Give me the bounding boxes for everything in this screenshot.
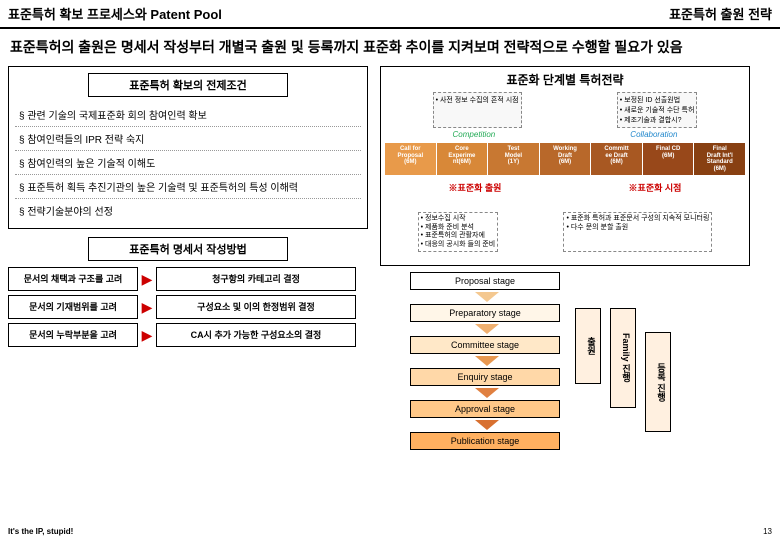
arrow-right-icon: ▶ <box>138 295 156 319</box>
precondition-item: § 전략기술분야의 선정 <box>15 199 361 222</box>
spec-left: 문서의 기재범위를 고려 <box>8 295 138 319</box>
stage-4: Approval stage <box>410 400 560 418</box>
stage-2: Committee stage <box>410 336 560 354</box>
strategy-top-left: • 사전 정보 수집의 흔적 시점 <box>433 92 522 128</box>
strategy-bot-right: • 표준화 특허과 표준문서 구성의 지속적 모니터링• 다수 문의 분할 출원 <box>563 212 712 252</box>
side-col-2: 등록 진행 <box>645 332 671 432</box>
arrow-down-icon <box>475 356 499 366</box>
phase-arrow-row: Call forProposal(6M)CoreExperiment(6M)Te… <box>385 143 745 175</box>
arrow-down-icon <box>475 388 499 398</box>
strategy-bot-left: • 정보수집 시작• 제품화 준비 분석• 표준특허의 관활자에• 대응의 공시… <box>418 212 499 252</box>
stage-0: Proposal stage <box>410 272 560 290</box>
strategy-box: 표준화 단계별 특허전략 • 사전 정보 수집의 흔적 시점 • 보정된 ID … <box>380 66 750 266</box>
precondition-item: § 참여인력의 높은 기술적 이해도 <box>15 151 361 175</box>
phase-block: Call forProposal(6M) <box>385 143 436 175</box>
strategy-top-right: • 보정된 ID 선출원법• 새로운 기술적 수단 특허• 제조기술과 결합시? <box>617 92 698 128</box>
precondition-item: § 표준특허 획득 추진기관의 높은 기술력 및 표준특허의 특성 이해력 <box>15 175 361 199</box>
header-left: 표준특허 확보 프로세스와 Patent Pool <box>8 4 222 23</box>
spec-title: 표준특허 명세서 작성방법 <box>88 237 288 261</box>
arrow-right-icon: ▶ <box>138 323 156 347</box>
spec-left: 문서의 누락부분을 고려 <box>8 323 138 347</box>
stage-3: Enquiry stage <box>410 368 560 386</box>
red-right: ※표준화 시점 <box>629 181 682 194</box>
arrow-right-icon: ▶ <box>138 267 156 291</box>
arrow-down-icon <box>475 292 499 302</box>
red-left: ※표준화 출원 <box>449 181 502 194</box>
spec-grid: 문서의 채택과 구조를 고려▶청구항의 카테고리 결정문서의 기재범위를 고려▶… <box>8 267 368 347</box>
stages-flow: Proposal stage Preparatory stage Committee… <box>380 272 750 450</box>
preconditions-box: 표준특허 확보의 전제조건 § 관련 기술의 국제표준화 회의 참여인력 확보§… <box>8 66 368 229</box>
side-col-0: 출원 <box>575 308 601 384</box>
precondition-item: § 참여인력들의 IPR 전략 숙지 <box>15 127 361 151</box>
footer-text: It's the IP, stupid! <box>8 527 73 536</box>
spec-right: 청구항의 카테고리 결정 <box>156 267 356 291</box>
stage-5: Publication stage <box>410 432 560 450</box>
collaboration-label: Collaboration <box>630 130 677 139</box>
phase-block: Final CD(6M) <box>643 143 694 175</box>
page-number: 13 <box>763 527 772 536</box>
arrow-down-icon <box>475 324 499 334</box>
stage-1: Preparatory stage <box>410 304 560 322</box>
preconditions-title: 표준특허 확보의 전제조건 <box>88 73 288 97</box>
precondition-item: § 관련 기술의 국제표준화 회의 참여인력 확보 <box>15 103 361 127</box>
spec-left: 문서의 채택과 구조를 고려 <box>8 267 138 291</box>
phase-block: CoreExperiment(6M) <box>437 143 488 175</box>
phase-block: WorkingDraft(6M) <box>540 143 591 175</box>
competition-label: Competition <box>453 130 496 139</box>
phase-block: Committee Draft(6M) <box>591 143 642 175</box>
spec-right: CA시 추가 가능한 구성요소의 결정 <box>156 323 356 347</box>
strategy-title: 표준화 단계별 특허전략 <box>385 71 745 88</box>
arrow-down-icon <box>475 420 499 430</box>
phase-block: TestModel(1Y) <box>488 143 539 175</box>
phase-block: FinalDraft Int'lStandard(6M) <box>694 143 745 175</box>
left-column: 표준특허 확보의 전제조건 § 관련 기술의 국제표준화 회의 참여인력 확보§… <box>8 66 368 452</box>
header-right: 표준특허 출원 전략 <box>669 4 772 23</box>
spec-right: 구성요소 및 이의 한정범위 결정 <box>156 295 356 319</box>
right-column: 표준화 단계별 특허전략 • 사전 정보 수집의 흔적 시점 • 보정된 ID … <box>380 66 750 452</box>
subtitle: 표준특허의 출원은 명세서 작성부터 개별국 출원 및 등록까지 표준화 추이를… <box>0 29 780 62</box>
side-col-1: Family 진행 <box>610 308 636 408</box>
